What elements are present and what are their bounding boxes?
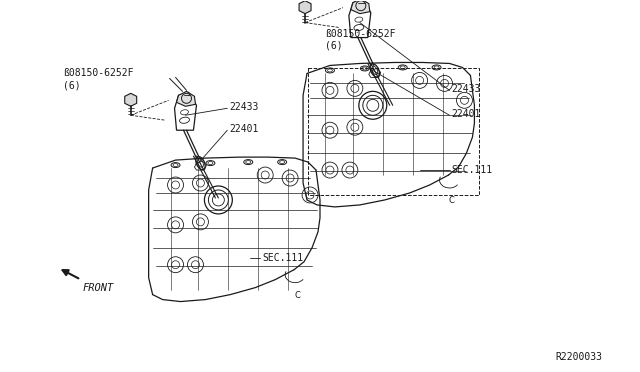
Text: 22401: 22401 xyxy=(229,124,259,134)
Text: C: C xyxy=(449,196,454,205)
Polygon shape xyxy=(177,92,195,106)
Polygon shape xyxy=(125,93,137,106)
Text: 22433: 22433 xyxy=(229,102,259,112)
Polygon shape xyxy=(351,0,370,14)
Text: FRONT: FRONT xyxy=(83,283,114,293)
Text: ß08150-6252F
(6): ß08150-6252F (6) xyxy=(63,68,134,90)
Text: 22401: 22401 xyxy=(451,109,481,119)
Text: SEC.111: SEC.111 xyxy=(451,165,493,175)
Text: 22433: 22433 xyxy=(451,84,481,94)
Text: SEC.111: SEC.111 xyxy=(262,253,303,263)
Text: ß08150-6252F
(6): ß08150-6252F (6) xyxy=(325,29,396,50)
Polygon shape xyxy=(299,1,311,14)
Text: R2200033: R2200033 xyxy=(555,352,602,362)
Text: C: C xyxy=(294,291,300,300)
